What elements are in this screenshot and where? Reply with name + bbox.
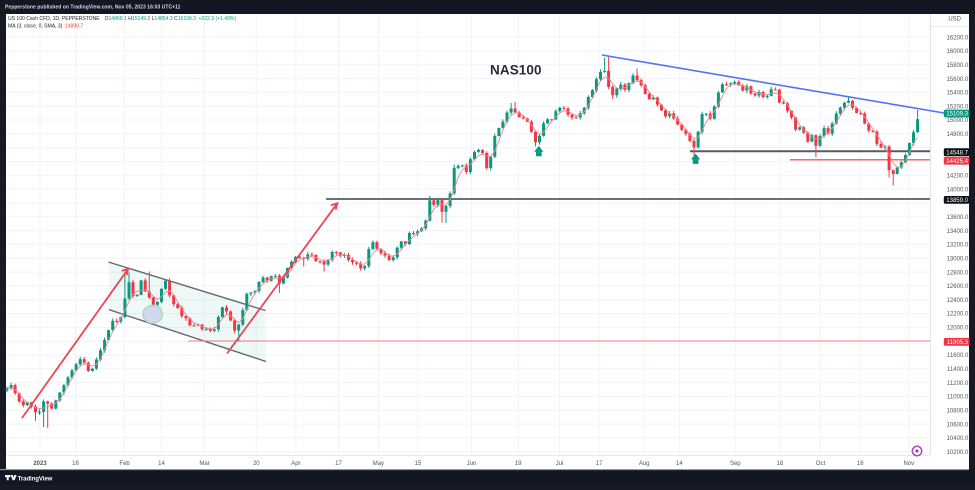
svg-text:13600.0: 13600.0 (947, 215, 969, 221)
svg-text:Sep: Sep (730, 461, 741, 467)
svg-text:15109.3: 15109.3 (946, 112, 968, 118)
svg-text:2023: 2023 (33, 461, 47, 467)
svg-text:15000.0: 15000.0 (947, 118, 969, 124)
svg-text:15200.0: 15200.0 (947, 104, 969, 110)
svg-text:Aug: Aug (639, 461, 650, 467)
svg-text:18: 18 (777, 461, 784, 467)
svg-text:10400.0: 10400.0 (947, 436, 969, 442)
svg-text:14425.4: 14425.4 (946, 159, 968, 165)
svg-text:Oct: Oct (816, 461, 826, 467)
svg-text:14: 14 (158, 461, 165, 467)
svg-text:10600.0: 10600.0 (947, 422, 969, 428)
svg-text:20: 20 (253, 461, 260, 467)
svg-text:13000.0: 13000.0 (947, 256, 969, 262)
svg-text:11000.0: 11000.0 (947, 395, 969, 401)
svg-text:Jun: Jun (467, 461, 477, 467)
svg-text:19: 19 (515, 461, 522, 467)
svg-text:14200.0: 14200.0 (947, 174, 969, 180)
svg-text:14800.0: 14800.0 (947, 132, 969, 138)
svg-text:USD: USD (948, 16, 961, 22)
svg-text:16: 16 (72, 461, 79, 467)
svg-text:May: May (373, 461, 384, 467)
svg-text:Apr: Apr (291, 461, 300, 467)
svg-text:Jul: Jul (556, 461, 564, 467)
svg-text:17: 17 (335, 461, 342, 467)
svg-text:15400.0: 15400.0 (947, 91, 969, 97)
svg-text:13859.0: 13859.0 (946, 198, 968, 204)
svg-text:16200.0: 16200.0 (947, 35, 969, 41)
svg-text:15600.0: 15600.0 (947, 77, 969, 83)
svg-text:Pepperstone published on Tradi: Pepperstone published on TradingView.com… (5, 5, 181, 11)
svg-text:Mar: Mar (199, 461, 209, 467)
svg-text:11200.0: 11200.0 (947, 381, 969, 387)
svg-text:US 100 Cash CFD, 1D, PEPPERSTO: US 100 Cash CFD, 1D, PEPPERSTONE O14868.… (8, 16, 236, 22)
svg-text:12600.0: 12600.0 (947, 284, 969, 290)
svg-text:Feb: Feb (119, 461, 130, 467)
svg-text:14000.0: 14000.0 (947, 187, 969, 193)
svg-text:11805.3: 11805.3 (947, 340, 969, 346)
svg-text:16000.0: 16000.0 (947, 49, 969, 55)
svg-text:12800.0: 12800.0 (947, 270, 969, 276)
svg-text:TradingView: TradingView (18, 475, 53, 482)
svg-text:10200.0: 10200.0 (947, 450, 969, 456)
svg-text:12400.0: 12400.0 (947, 298, 969, 304)
svg-text:12200.0: 12200.0 (947, 312, 969, 318)
svg-text:16: 16 (857, 461, 864, 467)
svg-text:MA (3, close, 0, SMA, 3) 14890: MA (3, close, 0, SMA, 3) 14890.7 (8, 24, 83, 30)
svg-text:11400.0: 11400.0 (947, 367, 969, 373)
svg-text:11600.0: 11600.0 (947, 353, 969, 359)
svg-text:15: 15 (415, 461, 422, 467)
svg-text:12000.0: 12000.0 (947, 326, 969, 332)
svg-text:Nov: Nov (903, 461, 914, 467)
svg-text:14: 14 (676, 461, 683, 467)
svg-text:NAS100: NAS100 (490, 63, 542, 78)
svg-text:17: 17 (596, 461, 603, 467)
svg-text:15800.0: 15800.0 (947, 63, 969, 69)
svg-text:14548.7: 14548.7 (946, 150, 968, 156)
svg-text:13400.0: 13400.0 (947, 229, 969, 235)
svg-text:13200.0: 13200.0 (947, 243, 969, 249)
svg-text:10800.0: 10800.0 (947, 409, 969, 415)
